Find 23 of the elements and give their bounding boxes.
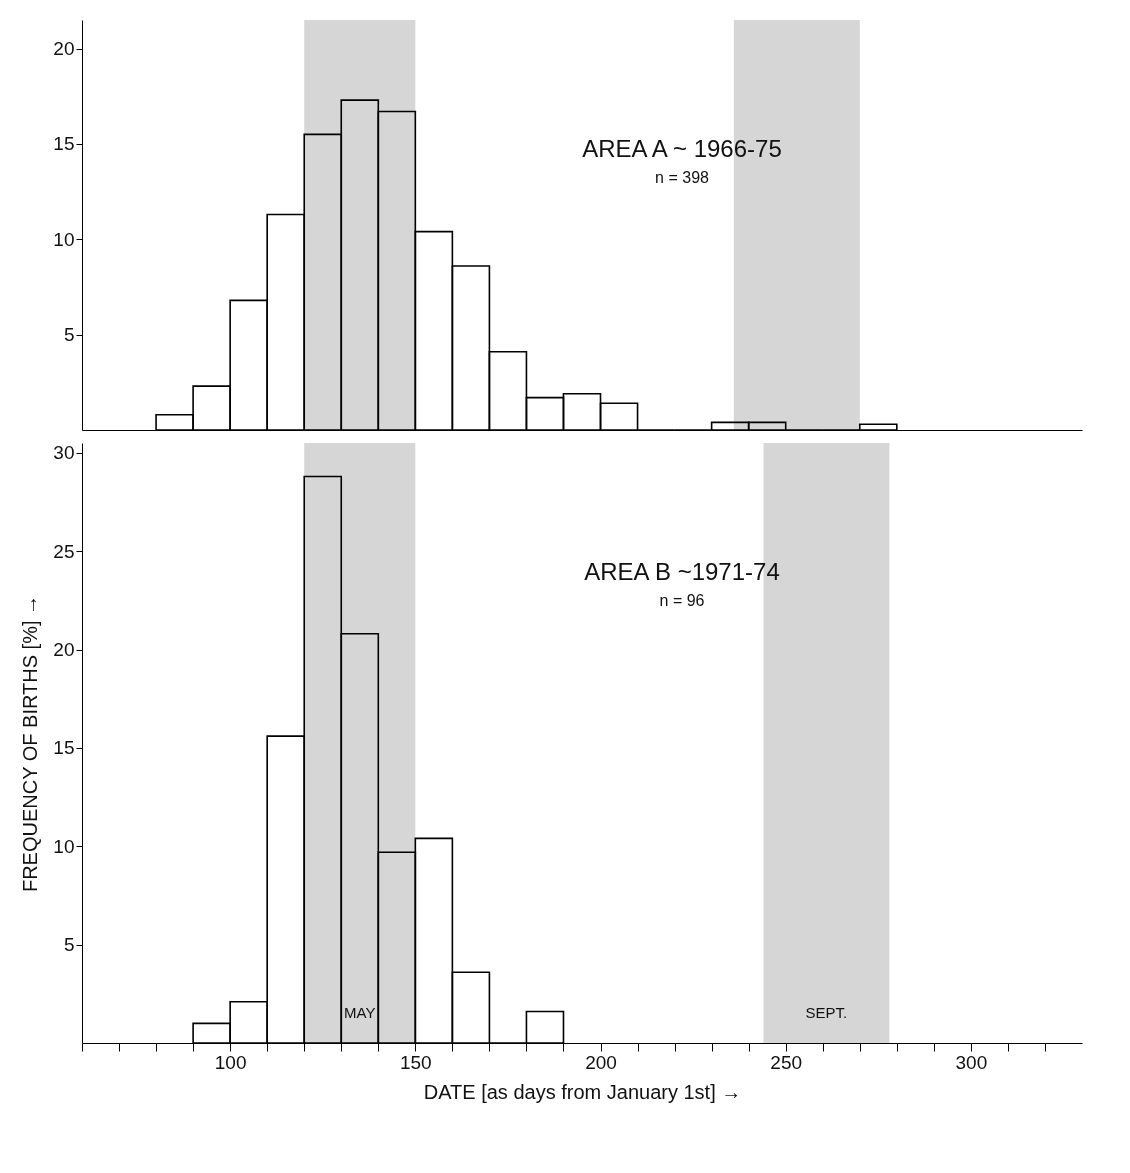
y-tick-label: 15 [53, 737, 75, 759]
x-tick-label: 200 [585, 1051, 617, 1073]
x-axis-title: DATE [as days from January 1st] → [423, 1080, 742, 1103]
annotation: AREA A ~ 1966-75 [582, 135, 782, 162]
y-tick-label: 5 [63, 324, 75, 346]
annotation: n = 398 [655, 169, 710, 186]
x-tick-label: 150 [399, 1051, 432, 1073]
y-tick-label: 5 [63, 934, 75, 956]
y-axis-title: FREQUENCY OF BIRTHS [%] → [19, 594, 42, 893]
y-tick-label: 20 [53, 639, 75, 661]
y-tick-label: 15 [53, 133, 75, 155]
band-label: SEPT. [805, 1004, 848, 1021]
y-tick-label: 10 [53, 835, 75, 857]
x-tick-label: 300 [955, 1051, 988, 1073]
x-tick-label: 100 [214, 1051, 247, 1073]
y-tick-label: 30 [53, 442, 75, 464]
y-tick-label: 25 [53, 540, 75, 562]
y-tick-label: 20 [53, 38, 75, 60]
annotation: n = 96 [659, 592, 705, 609]
x-tick-label: 250 [770, 1051, 803, 1073]
y-tick-label: 10 [53, 228, 75, 250]
annotation: AREA B ~1971-74 [584, 558, 780, 585]
band-label: MAY [344, 1004, 376, 1021]
